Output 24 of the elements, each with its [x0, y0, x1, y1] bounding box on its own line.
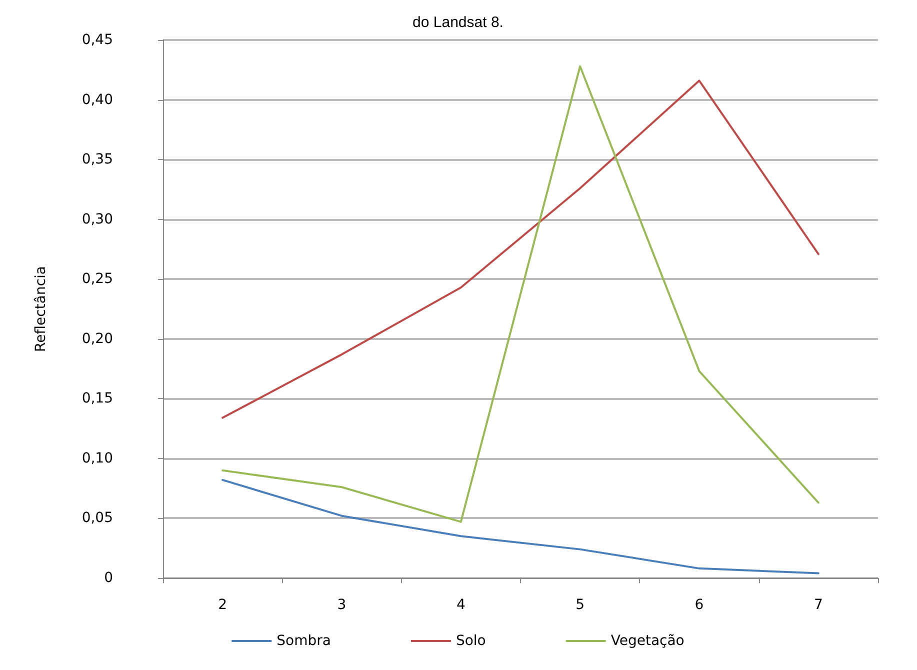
- y-tick-label: 0,05: [82, 510, 113, 526]
- legend-label: Vegetação: [610, 633, 684, 649]
- x-tick-label: 2: [218, 597, 228, 613]
- y-tick-label: 0,10: [82, 450, 113, 466]
- y-tick-label: 0,25: [82, 271, 113, 288]
- y-tick-label: 0,45: [82, 32, 113, 48]
- y-axis-title: Reflectância: [33, 266, 49, 352]
- y-tick-label: 0,40: [82, 92, 113, 108]
- x-tick-label: 3: [337, 597, 346, 613]
- y-tick-label: 0,15: [82, 390, 113, 407]
- chart-title: do Landsat 8.: [412, 14, 504, 31]
- legend-label: Solo: [456, 633, 486, 649]
- line-series: [222, 80, 820, 419]
- y-tick-label: 0,20: [82, 330, 113, 347]
- y-tick-label: 0: [104, 570, 113, 586]
- x-tick-label: 7: [814, 597, 823, 613]
- x-tick-label: 5: [576, 597, 585, 613]
- line-series: [222, 65, 820, 523]
- y-tick-label: 0,35: [82, 152, 113, 168]
- legend-label: Sombra: [276, 633, 331, 649]
- x-tick-label: 4: [456, 597, 466, 613]
- x-tick-label: 6: [694, 597, 704, 613]
- line-series: [222, 478, 820, 574]
- y-tick-label: 0,30: [82, 211, 113, 228]
